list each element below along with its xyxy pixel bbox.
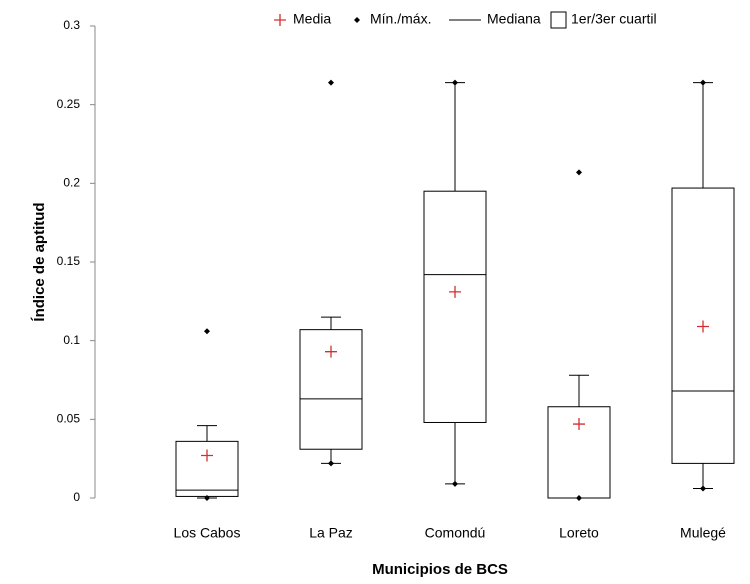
mean-marker (201, 449, 213, 462)
legend-mean-icon (274, 14, 286, 26)
y-tick-label: 0.3 (63, 18, 80, 32)
y-tick-label: 0.25 (57, 97, 81, 111)
x-tick-label: Loreto (559, 525, 599, 541)
min-point (700, 485, 706, 492)
box (423, 190, 487, 423)
x-tick-label: Mulegé (680, 525, 726, 541)
max-point (452, 79, 458, 86)
y-axis-label: Índice de aptitud (31, 202, 48, 321)
x-tick-label: Los Cabos (174, 525, 241, 541)
max-point (576, 169, 582, 176)
mean-marker (449, 285, 461, 298)
y-tick-label: 0 (73, 490, 80, 504)
legend-minmax-icon (354, 17, 360, 23)
mean-marker (697, 320, 709, 333)
y-tick-label: 0.1 (63, 333, 80, 347)
legend-label: Media (293, 11, 331, 27)
y-tick-label: 0.15 (57, 254, 81, 268)
legend-label: Mín./máx. (370, 11, 431, 27)
mean-marker (573, 418, 585, 431)
max-point (328, 79, 334, 86)
max-point (700, 79, 706, 86)
y-tick-label: 0.2 (63, 176, 80, 190)
box (671, 187, 735, 464)
mean-marker (325, 345, 337, 358)
legend-label: 1er/3er cuartil (571, 11, 657, 27)
x-axis-label: Municipios de BCS (372, 561, 508, 578)
max-point (204, 328, 210, 335)
legend-box-icon (550, 11, 567, 29)
legend-label: Mediana (487, 11, 541, 27)
min-point (576, 495, 582, 501)
box (175, 440, 239, 497)
x-tick-label: La Paz (309, 525, 353, 541)
min-point (452, 480, 458, 487)
x-tick-label: Comondú (425, 525, 486, 541)
min-point (204, 495, 210, 501)
y-tick-label: 0.05 (57, 412, 81, 426)
min-point (328, 460, 334, 467)
